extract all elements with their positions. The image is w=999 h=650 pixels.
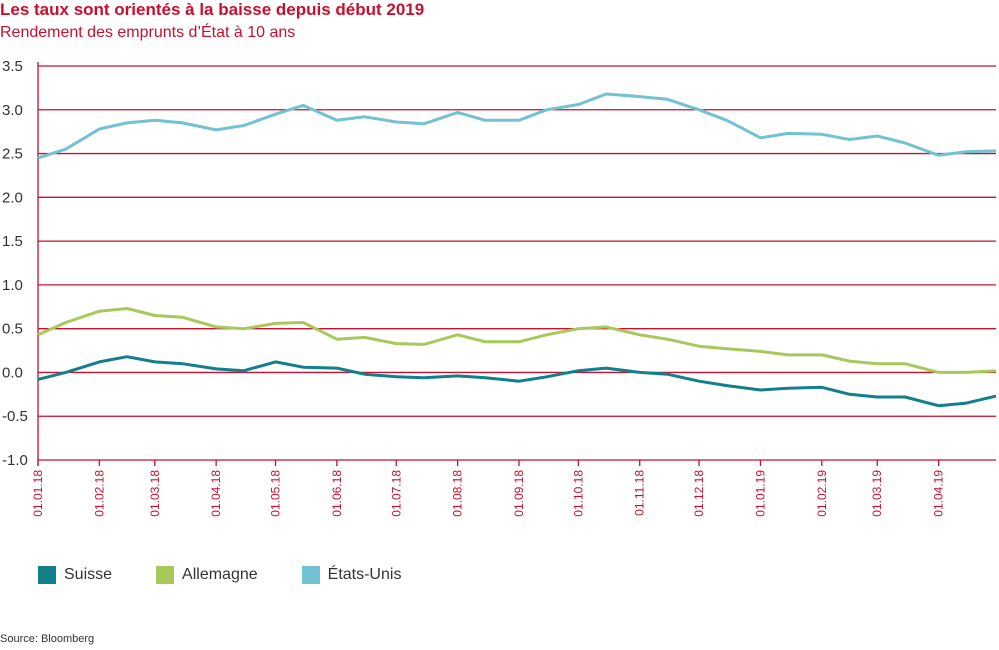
line-chart: 3.5 3.0 2.5 2.0 1.5 1.0 0.5 0.0 -0.5 -1.0 01.01.1…: [2, 58, 997, 517]
x-tick-label: 01.03.19: [870, 470, 884, 517]
y-tick-label: 3.0: [2, 102, 23, 119]
y-tick-label: 1.5: [2, 233, 23, 250]
x-tick-label: 01.04.19: [932, 470, 946, 517]
legend-item-suisse: Suisse: [38, 566, 112, 584]
x-tick-label: 01.10.18: [571, 470, 585, 517]
legend-label-etats-unis: États-Unis: [327, 566, 402, 583]
series-lines: [37, 92, 997, 408]
x-tick-label: 01.01.19: [753, 470, 767, 517]
y-tick-label: 3.5: [2, 58, 23, 75]
chart-title: Les taux sont orientés à la baisse depui…: [0, 0, 425, 19]
x-tick-label: 01.06.18: [330, 470, 344, 517]
y-tick-label: 0.0: [2, 364, 23, 381]
x-tick-label: 01.12.18: [692, 470, 706, 517]
y-tick-label: 2.5: [2, 146, 23, 163]
legend-label-allemagne: Allemagne: [182, 566, 258, 583]
legend-swatch-etats-unis: [301, 566, 320, 584]
x-tick-label: 01.04.18: [209, 470, 223, 517]
legend-swatch-suisse: [38, 566, 56, 584]
y-tick-label: 2.0: [2, 189, 23, 206]
x-tick-label: 01.03.18: [148, 470, 162, 517]
x-tick-label: 01.05.18: [269, 470, 283, 517]
x-tick-label: 01.02.19: [815, 470, 829, 517]
x-tick-label: 01.01.18: [31, 470, 45, 517]
series-line--tats-unis: [37, 92, 997, 160]
series-line-allemagne: [37, 307, 997, 374]
x-tick-label: 01.08.18: [451, 470, 465, 517]
legend-swatch-allemagne: [156, 566, 175, 584]
y-tick-label: 1.0: [2, 277, 23, 294]
series-line-suisse: [37, 355, 997, 408]
source-note: Source: Bloomberg: [0, 633, 95, 645]
gridlines: [38, 65, 996, 461]
x-axis: 01.01.18 01.02.18 01.03.18 01.04.18 01.05.18…: [31, 62, 946, 517]
y-tick-label: -0.5: [2, 408, 28, 425]
y-tick-label: 0.5: [2, 321, 23, 338]
legend-item-etats-unis: États-Unis: [301, 566, 402, 584]
x-tick-label: 01.07.18: [389, 470, 403, 517]
legend-label-suisse: Suisse: [64, 566, 113, 583]
legend-item-allemagne: Allemagne: [156, 566, 258, 584]
y-tick-label: -1.0: [2, 452, 28, 469]
y-axis-ticks: 3.5 3.0 2.5 2.0 1.5 1.0 0.5 0.0 -0.5 -1.0: [2, 58, 28, 469]
x-tick-label: 01.02.18: [92, 470, 106, 517]
x-tick-label: 01.11.18: [633, 470, 647, 516]
chart-subtitle: Rendement des emprunts d’État à 10 ans: [0, 24, 296, 41]
x-tick-label: 01.09.18: [512, 470, 526, 517]
legend: Suisse Allemagne États-Unis: [38, 566, 401, 584]
